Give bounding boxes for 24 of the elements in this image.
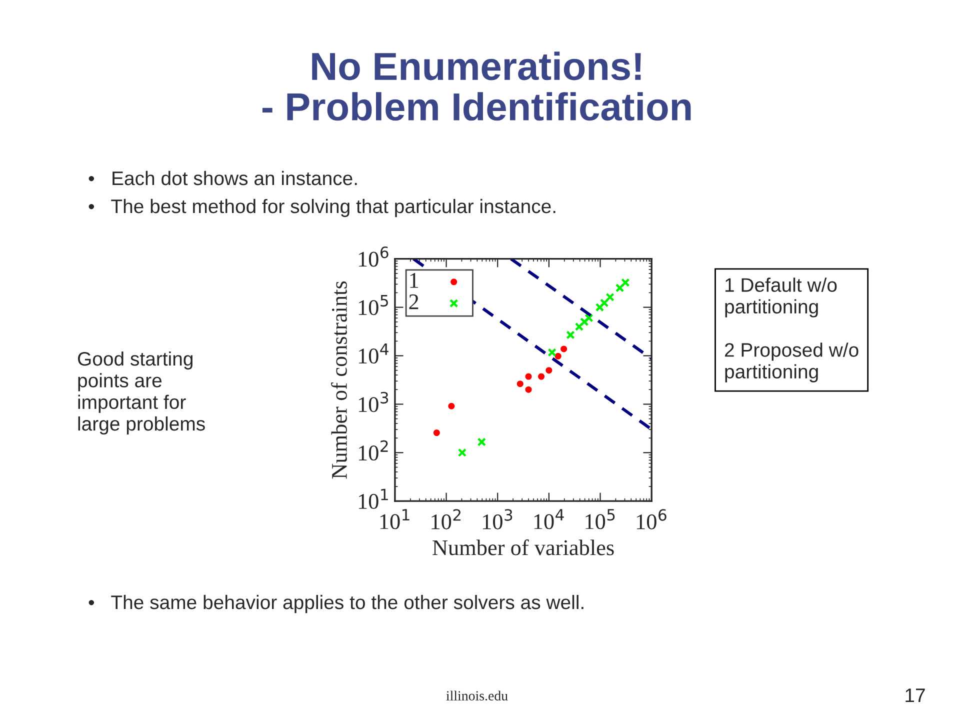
x-tick-label: 10$^{2}$ (432, 509, 460, 530)
text: • Each dot shows an instance. (88, 170, 357, 186)
legend-label: 2 (409, 294, 418, 310)
x-tick-label: 10$^{4}$ (534, 509, 564, 530)
text: • The same behavior applies to the other solvers as well. (88, 594, 584, 614)
x-tick-label: 10$^{3}$ (483, 509, 512, 530)
text: 1 Default w/o partitioning 2 Proposed w/o partitioning (724, 278, 858, 382)
text: 17 (906, 688, 925, 702)
y-tick-label: 10$^{4}$ (358, 343, 388, 364)
chart-title: No Enumerations! - Problem Identification (262, 52, 691, 121)
x-axis-title: Number of variables (432, 539, 614, 556)
x-tick-label: 10$^{1}$ (380, 509, 410, 530)
y-tick-label: 10$^{5}$ (358, 295, 388, 316)
text: illinois.edu (446, 690, 508, 701)
y-tick-label: 10$^{3}$ (358, 392, 388, 412)
y-tick-label: 10$^{2}$ (358, 440, 388, 461)
legend-label: 1 (410, 273, 418, 288)
y-tick-label: 10$^{1}$ (358, 488, 388, 509)
y-axis-title: Number of constraints (331, 281, 347, 479)
text: • The best method for solving that particular instance. (88, 198, 556, 218)
text: Good starting points are important for large problems (78, 351, 205, 435)
y-tick-label: 10$^{6}$ (358, 246, 388, 267)
x-tick-label: 10$^{6}$ (636, 509, 666, 530)
x-tick-label: 10$^{5}$ (586, 509, 615, 530)
